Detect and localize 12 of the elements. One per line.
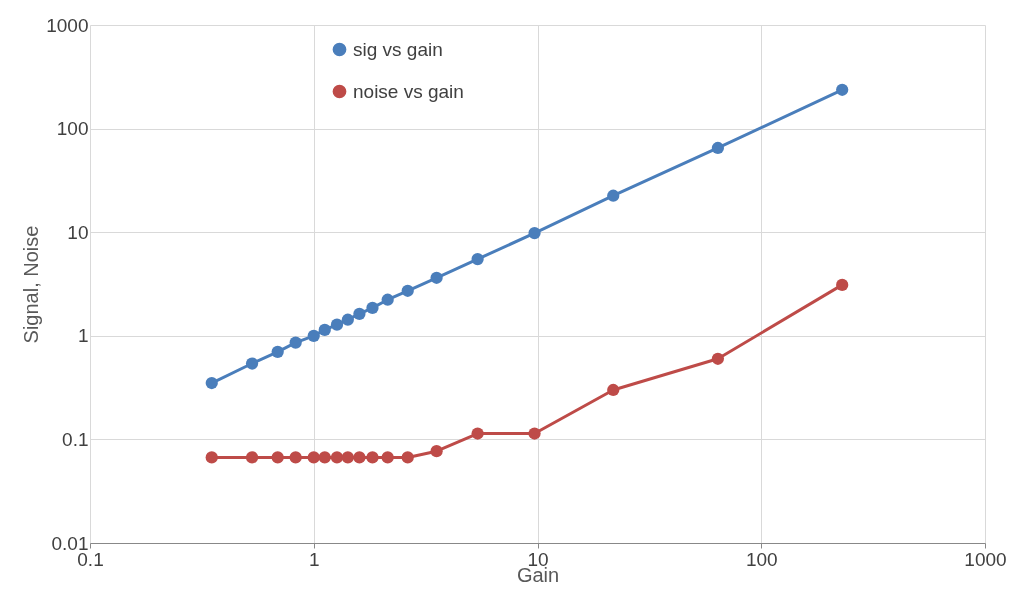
legend-label: sig vs gain — [353, 38, 443, 60]
y-tick-label: 1 — [77, 325, 89, 347]
y-axis-title: Signal, Noise — [20, 225, 43, 344]
y-tick-label: 0.01 — [51, 532, 89, 554]
x-tick-label: 100 — [745, 548, 778, 570]
y-tick-label: 0.1 — [62, 428, 89, 450]
x-tick-label: 1000 — [964, 548, 1007, 570]
x-tick-label: 1 — [308, 548, 320, 570]
y-tick-label: 1000 — [46, 14, 89, 36]
legend-label: noise vs gain — [353, 80, 464, 102]
y-tick-label: 10 — [67, 221, 89, 243]
y-tick-label: 100 — [56, 118, 89, 140]
